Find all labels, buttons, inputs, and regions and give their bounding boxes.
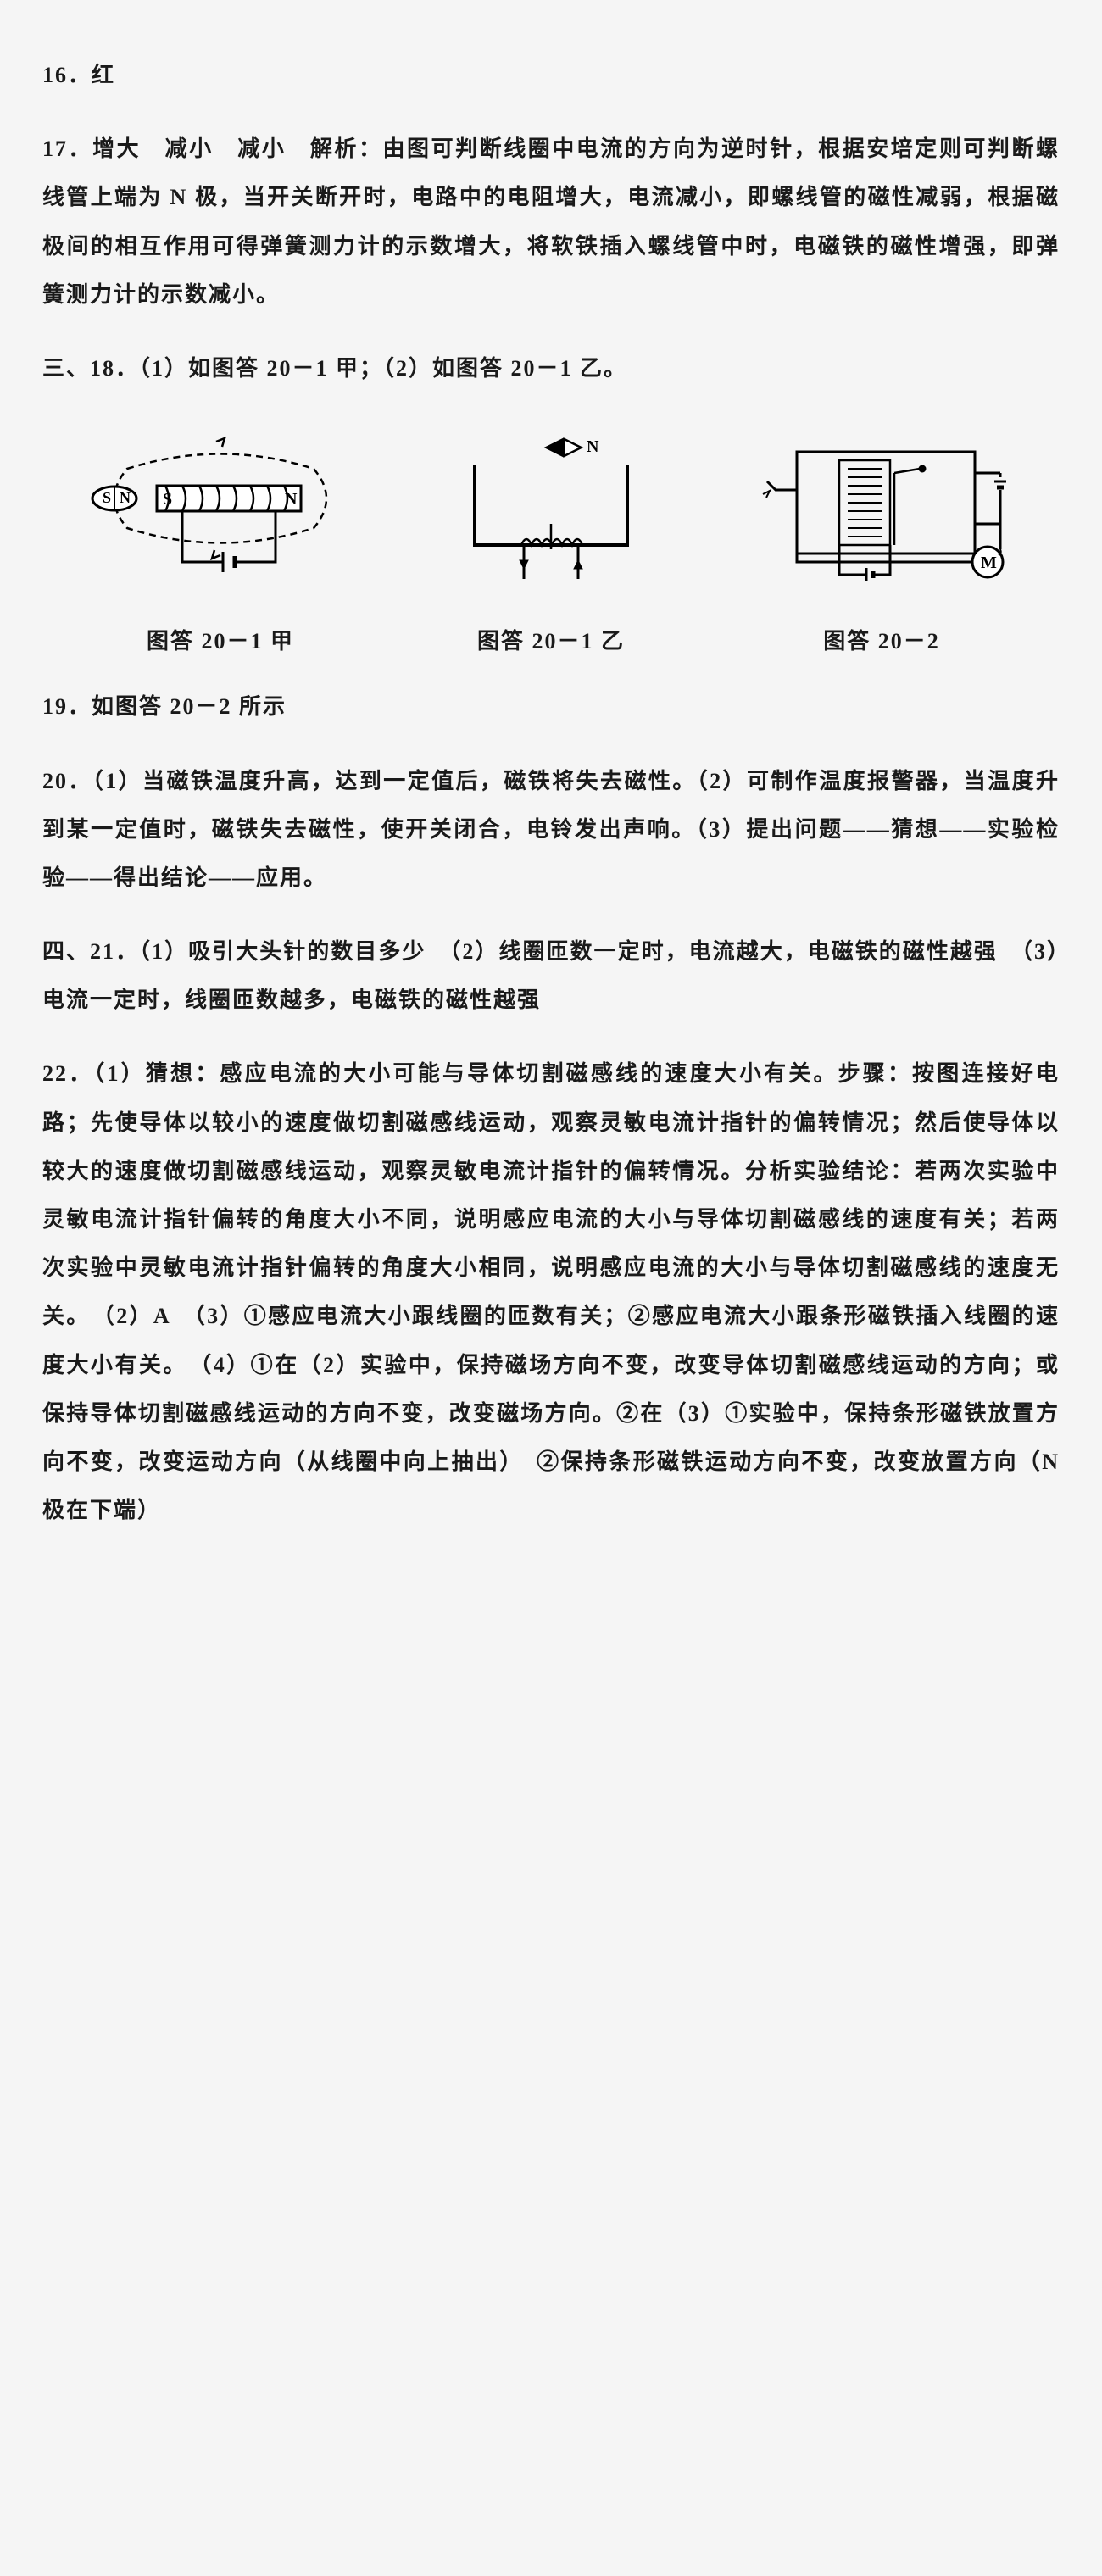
solenoid-magnet-diagram-icon: S N S N (76, 426, 365, 596)
figure-caption-2: 图答 20－1 乙 (477, 617, 625, 665)
svg-text:N: N (285, 490, 298, 509)
svg-text:N: N (120, 489, 131, 506)
answer-22: 22．（1）猜想：感应电流的大小可能与导体切割磁感线的速度大小有关。步骤：按图连… (42, 1049, 1060, 1534)
figures-row: S N S N 图答 20－1 甲 (42, 426, 1060, 665)
svg-text:S: S (103, 489, 111, 506)
answer-16: 16．红 (42, 51, 1060, 99)
svg-text:S: S (163, 490, 172, 509)
figure-20-1-yi: N 图答 20－1 乙 (432, 426, 670, 665)
svg-text:N: N (587, 437, 599, 456)
answer-21: 四、21．（1）吸引大头针的数目多少 （2）线圈匝数一定时，电流越大，电磁铁的磁… (42, 927, 1060, 1024)
answer-19: 19．如图答 20－2 所示 (42, 682, 1060, 731)
figure-20-2: M 图答 20－2 (737, 426, 1026, 665)
answer-18-heading: 三、18．（1）如图答 20－1 甲；（2）如图答 20－1 乙。 (42, 344, 1060, 392)
svg-text:M: M (981, 554, 997, 572)
answer-20: 20．（1）当磁铁温度升高，达到一定值后，磁铁将失去磁性。（2）可制作温度报警器… (42, 757, 1060, 903)
figure-caption-1: 图答 20－1 甲 (147, 617, 294, 665)
figure-20-1-jia: S N S N 图答 20－1 甲 (76, 426, 365, 665)
u-frame-compass-diagram-icon: N (432, 426, 670, 596)
answer-17: 17．增大 减小 减小 解析：由图可判断线圈中电流的方向为逆时针，根据安培定则可… (42, 125, 1060, 319)
document-content: 16．红 17．增大 减小 减小 解析：由图可判断线圈中电流的方向为逆时针，根据… (42, 51, 1060, 1534)
relay-circuit-diagram-icon: M (737, 426, 1026, 596)
figure-caption-3: 图答 20－2 (823, 617, 940, 665)
